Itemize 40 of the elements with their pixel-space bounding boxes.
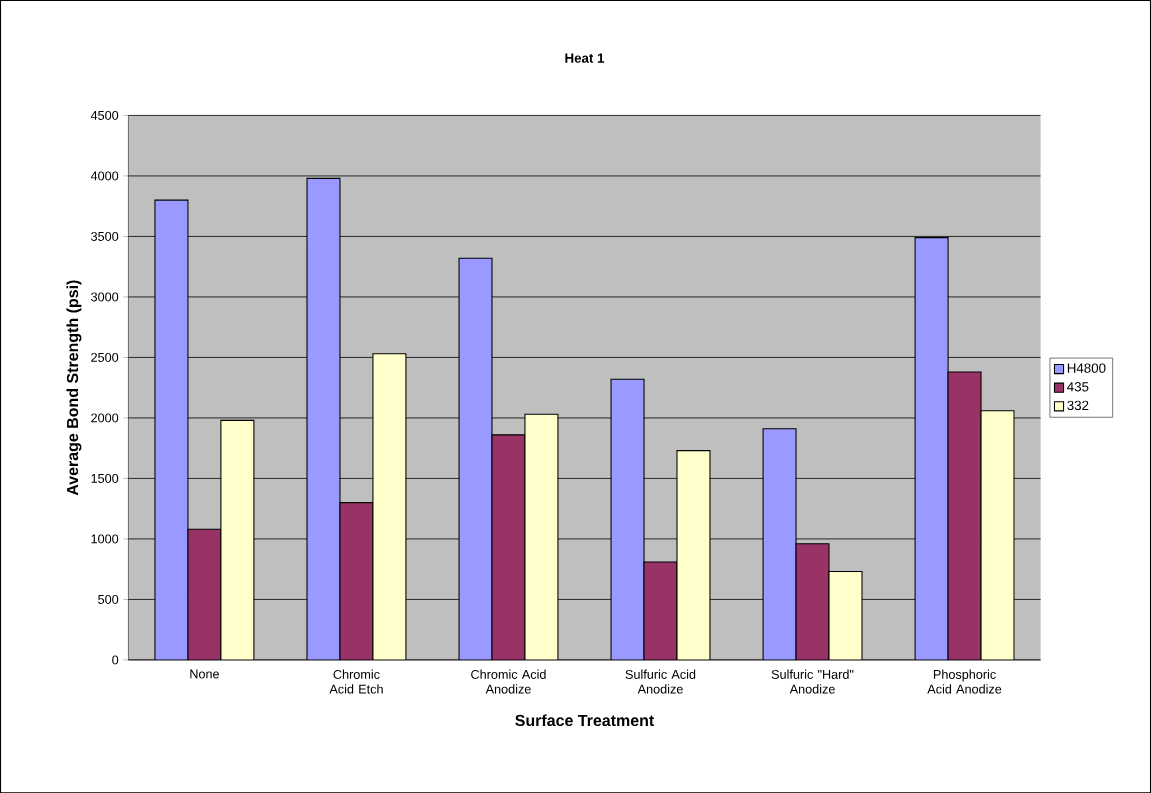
- bar: [306, 177, 341, 660]
- x-tick-label: Chromic Acid Anodize: [471, 669, 546, 694]
- y-tick-label: 1000: [91, 534, 119, 544]
- y-tick-label: 4000: [90, 171, 119, 181]
- y-tick-label: 1500: [91, 473, 119, 483]
- bar: [339, 501, 374, 660]
- x-tick-label: Chromic Acid Etch: [329, 669, 383, 694]
- legend-label: 435: [1067, 381, 1089, 392]
- bar: [762, 428, 797, 660]
- bar: [980, 409, 1015, 660]
- y-tick-label: 3000: [91, 292, 119, 302]
- legend-label: 332: [1067, 400, 1089, 410]
- bar: [795, 543, 830, 660]
- bar: [610, 378, 645, 660]
- bar: [524, 413, 559, 660]
- y-tick-label: 2500: [91, 352, 119, 362]
- x-tick-label: Sulfuric "Hard" Anodize: [771, 669, 854, 694]
- legend-label: H4800: [1067, 363, 1106, 373]
- bar: [187, 528, 222, 660]
- y-axis-title: Average Bond Strength (psi): [66, 280, 82, 496]
- y-tick-label: 500: [98, 594, 119, 604]
- bar: [643, 561, 678, 660]
- x-tick-label: None: [190, 669, 219, 679]
- bar: [491, 434, 526, 660]
- bar: [458, 257, 493, 660]
- y-tick-label: 4500: [90, 110, 119, 120]
- bar: [154, 199, 189, 660]
- bar: [676, 449, 711, 660]
- y-tick-label: 3500: [91, 231, 119, 241]
- x-axis-title: Surface Treatment: [515, 714, 655, 726]
- bar: [220, 419, 255, 660]
- x-tick-label: Sulfuric Acid Anodize: [625, 669, 696, 694]
- bar: [947, 371, 982, 660]
- x-tick-label: Phosphoric Acid Anodize: [927, 669, 1002, 694]
- chart-title: Heat 1: [565, 53, 605, 63]
- bar: [914, 236, 949, 660]
- y-tick-label: 0: [112, 655, 119, 665]
- bar: [372, 353, 407, 660]
- y-tick-label: 2000: [91, 413, 119, 423]
- bar: [828, 570, 863, 660]
